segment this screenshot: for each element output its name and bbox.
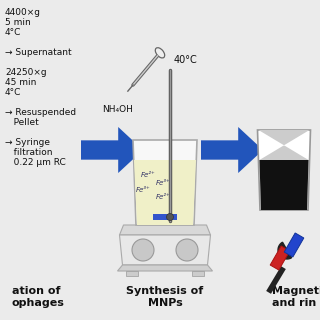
Polygon shape: [81, 127, 143, 173]
Circle shape: [166, 213, 173, 220]
Text: Fe²⁺: Fe²⁺: [156, 194, 170, 200]
Text: → Syringe: → Syringe: [5, 138, 50, 147]
Text: Synthesis of: Synthesis of: [126, 286, 204, 296]
Polygon shape: [258, 130, 310, 210]
Text: 40°C: 40°C: [173, 55, 197, 65]
Text: 24250×g: 24250×g: [5, 68, 47, 77]
Text: Fe³⁺: Fe³⁺: [156, 180, 170, 186]
Text: Fe³⁺: Fe³⁺: [136, 187, 150, 193]
Circle shape: [132, 239, 154, 261]
Text: Fe²⁺: Fe²⁺: [140, 172, 156, 178]
Text: 4°C: 4°C: [5, 88, 21, 97]
Text: 4400×g: 4400×g: [5, 8, 41, 17]
Polygon shape: [259, 130, 309, 160]
Polygon shape: [201, 127, 263, 173]
Polygon shape: [119, 235, 211, 265]
Polygon shape: [278, 242, 292, 259]
Text: NH₄OH: NH₄OH: [103, 105, 133, 114]
Text: 5 min: 5 min: [5, 18, 31, 27]
Polygon shape: [284, 233, 304, 257]
Polygon shape: [134, 160, 196, 225]
Ellipse shape: [155, 48, 165, 58]
Text: MNPs: MNPs: [148, 298, 182, 308]
Text: ation of: ation of: [12, 286, 60, 296]
Text: Pellet: Pellet: [5, 118, 39, 127]
Text: 0.22 μm RC: 0.22 μm RC: [5, 158, 66, 167]
Text: ophages: ophages: [12, 298, 65, 308]
Text: 45 min: 45 min: [5, 78, 36, 87]
Polygon shape: [260, 160, 308, 210]
Text: and rin: and rin: [272, 298, 316, 308]
Polygon shape: [117, 265, 212, 271]
Polygon shape: [119, 225, 211, 235]
Bar: [126, 271, 138, 276]
Text: → Resuspended: → Resuspended: [5, 108, 76, 117]
Text: 4°C: 4°C: [5, 28, 21, 37]
Bar: [153, 214, 177, 220]
Text: Magnetic se: Magnetic se: [272, 286, 320, 296]
Bar: [192, 271, 204, 276]
Circle shape: [176, 239, 198, 261]
Text: → Supernatant: → Supernatant: [5, 48, 72, 57]
Polygon shape: [270, 246, 290, 270]
Text: filtration: filtration: [5, 148, 52, 157]
Polygon shape: [133, 140, 197, 225]
